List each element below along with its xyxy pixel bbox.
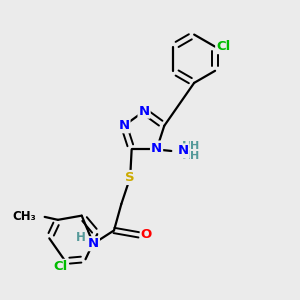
Text: Cl: Cl [54,260,68,273]
Text: H: H [76,231,86,244]
Text: O: O [141,228,152,242]
Text: H: H [190,141,200,151]
Text: N: N [139,105,150,118]
Text: H: H [182,140,193,153]
Text: N: N [151,142,162,154]
Text: N: N [118,119,130,132]
Text: CH₃: CH₃ [12,210,36,224]
Text: Cl: Cl [216,40,230,53]
Text: H: H [182,149,193,162]
Text: H: H [190,151,200,161]
Text: S: S [125,171,135,184]
Text: N: N [178,145,189,158]
Text: N: N [88,237,99,250]
